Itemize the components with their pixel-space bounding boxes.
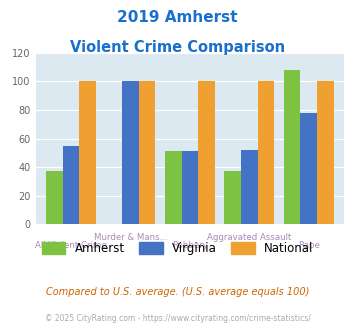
Bar	[241, 150, 258, 224]
Text: Compared to U.S. average. (U.S. average equals 100): Compared to U.S. average. (U.S. average …	[46, 287, 309, 297]
Bar	[165, 151, 182, 224]
Bar	[80, 82, 96, 224]
Bar	[317, 82, 334, 224]
Text: © 2025 CityRating.com - https://www.cityrating.com/crime-statistics/: © 2025 CityRating.com - https://www.city…	[45, 314, 310, 323]
Text: All Violent Crime: All Violent Crime	[36, 241, 107, 250]
Bar	[46, 172, 63, 224]
Bar	[284, 70, 300, 224]
Bar	[182, 151, 198, 224]
Bar	[300, 113, 317, 224]
Text: Murder & Mans...: Murder & Mans...	[94, 233, 167, 242]
Text: Violent Crime Comparison: Violent Crime Comparison	[70, 40, 285, 54]
Text: Rape: Rape	[298, 241, 320, 250]
Bar	[63, 146, 80, 224]
Bar	[122, 82, 139, 224]
Legend: Amherst, Virginia, National: Amherst, Virginia, National	[37, 237, 318, 260]
Text: 2019 Amherst: 2019 Amherst	[117, 10, 238, 25]
Text: Aggravated Assault: Aggravated Assault	[207, 233, 291, 242]
Bar	[224, 172, 241, 224]
Bar	[258, 82, 274, 224]
Bar	[139, 82, 155, 224]
Bar	[198, 82, 215, 224]
Text: Robbery: Robbery	[172, 241, 208, 250]
